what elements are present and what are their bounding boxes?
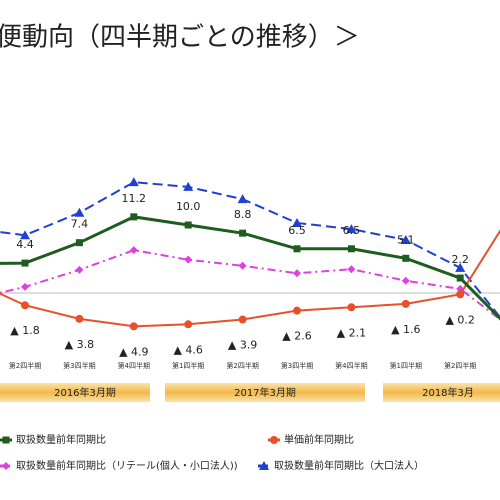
point [129, 322, 138, 331]
point [456, 290, 465, 299]
x-tick-label: 第1四半期 [172, 361, 204, 370]
data-label: 11.2 [122, 192, 147, 205]
point [346, 224, 357, 234]
data-label: 4.4 [16, 238, 34, 251]
point [455, 262, 466, 272]
point [237, 194, 248, 204]
period-bar [383, 383, 500, 402]
series-line [0, 249, 500, 321]
point [20, 230, 30, 240]
point [293, 245, 301, 253]
chart-title: 便動向（四半期ごとの推移）＞ [0, 23, 360, 53]
point [400, 234, 411, 244]
point [184, 255, 193, 264]
x-tick-label: 第4四半期 [335, 361, 367, 370]
point [401, 276, 410, 285]
data-label: 6.5 [343, 224, 361, 237]
point [293, 306, 301, 315]
period-label: 2016年3月期 [54, 386, 116, 399]
point [75, 265, 84, 274]
point [293, 269, 301, 278]
series-line [0, 215, 500, 321]
legend-marker [259, 461, 269, 470]
data-label: 10.0 [176, 200, 201, 213]
point [74, 207, 85, 217]
period-bar [165, 383, 365, 402]
data-label: ▲ 3.9 [228, 339, 257, 352]
legend-label: 取扱数量前年同期比（リテール(個人・小口法人)) [16, 459, 238, 472]
point [21, 282, 29, 291]
x-tick-label: 第2四半期 [9, 361, 41, 370]
legend-label: 取扱数量前年同期比 [16, 433, 106, 446]
data-label: 2.2 [451, 253, 469, 266]
point [347, 265, 356, 274]
point [292, 217, 302, 227]
point [21, 259, 29, 267]
x-tick-label: 第3四半期 [281, 361, 313, 370]
x-tick-label: 第4四半期 [118, 361, 150, 370]
point [347, 245, 355, 253]
series-line [0, 181, 500, 319]
legend-label: 単価前年同期比 [284, 433, 354, 446]
point [239, 229, 247, 237]
point [456, 274, 464, 282]
data-label: 7.4 [71, 218, 89, 231]
point [75, 314, 84, 323]
legend-marker [2, 436, 10, 444]
point [184, 320, 193, 329]
data-label: ▲ 0.2 [445, 313, 474, 326]
point [402, 254, 410, 262]
period-label: 2017年3月期 [234, 386, 296, 399]
point [75, 239, 83, 247]
data-label: 8.8 [234, 208, 252, 221]
data-label: 5.1 [397, 233, 415, 246]
x-tick-label: 第2四半期 [226, 361, 258, 370]
point [129, 246, 138, 255]
period-bar [0, 383, 150, 402]
point [238, 261, 247, 270]
data-label: ▲ 2.6 [282, 330, 311, 343]
x-tick-label: 第2四半期 [444, 361, 476, 370]
legend-label: 取扱数量前年同期比（大口法人） [274, 459, 424, 472]
x-tick-label: 第3四半期 [63, 361, 95, 370]
data-label: ▲ 1.6 [391, 323, 420, 336]
point [401, 299, 410, 308]
point [130, 213, 138, 221]
data-label: ▲ 4.6 [173, 343, 202, 356]
data-label: ▲ 4.9 [119, 345, 148, 358]
point [347, 303, 356, 312]
point [128, 177, 139, 187]
period-label: 2018年3月 [422, 386, 474, 399]
data-label: 6.5 [288, 224, 306, 237]
point [184, 221, 192, 229]
x-tick-label: 第1四半期 [390, 361, 422, 370]
point [183, 181, 194, 191]
legend-marker [270, 436, 278, 444]
data-label: ▲ 3.8 [65, 338, 94, 351]
point [21, 301, 29, 310]
data-label: ▲ 2.1 [337, 326, 366, 339]
data-label: ▲ 1.8 [10, 324, 39, 337]
legend-marker [2, 462, 10, 470]
point [238, 315, 247, 324]
